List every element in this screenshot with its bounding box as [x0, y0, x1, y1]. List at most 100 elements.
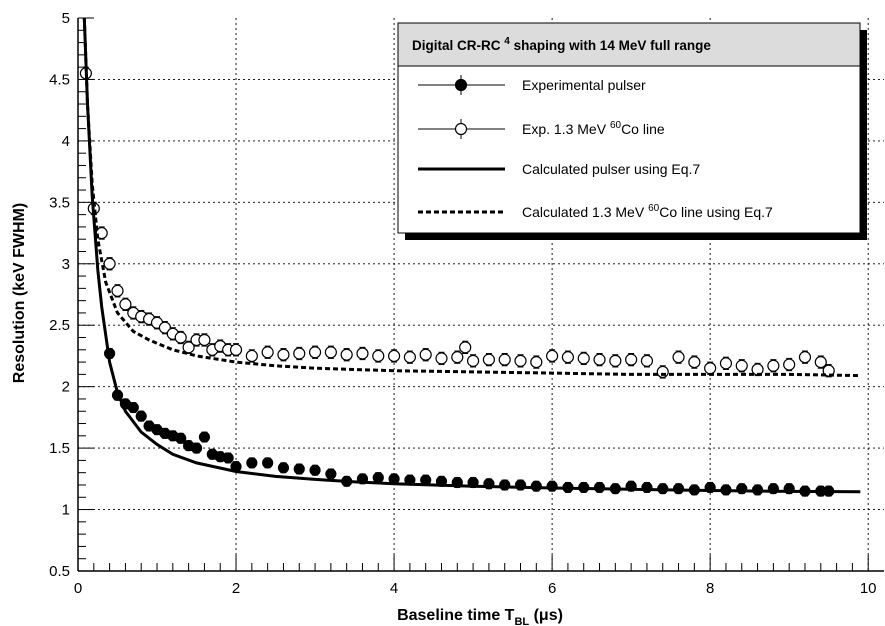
co-line-point — [609, 354, 622, 367]
pulser-point — [246, 457, 258, 469]
legend-entries: Experimental pulser Exp. 1.3 MeV 60Co lin… — [418, 75, 773, 220]
co-line-point — [356, 347, 369, 360]
pulser-point — [135, 410, 147, 422]
co-line-point — [561, 351, 575, 364]
y-tick-label: 2 — [62, 379, 70, 396]
legend: Digital CR-RC 4 shaping with 14 MeV full… — [397, 22, 867, 240]
co-line-point — [672, 351, 685, 364]
y-tick-label: 0.5 — [49, 563, 70, 580]
legend-label-sup: 60 — [648, 203, 660, 214]
pulser-point — [546, 480, 558, 492]
legend-label-text: Calculated pulser using Eq.7 — [522, 161, 700, 177]
calculated-pulser-curve — [82, 17, 861, 494]
co-line-point — [593, 353, 606, 366]
y-tick-label: 1 — [62, 502, 70, 519]
legend-label: Calculated pulser using Eq.7 — [522, 161, 700, 177]
x-tick-label: 2 — [232, 580, 240, 597]
y-tick-label: 5 — [62, 10, 70, 27]
co-line-point — [735, 359, 748, 372]
co-line-point — [419, 348, 432, 361]
co-line-point — [111, 284, 124, 297]
legend-label: Exp. 1.3 MeV 60Co line — [522, 120, 665, 137]
legend-entry-3: Calculated 1.3 MeV 60Co line using Eq.7 — [418, 203, 773, 220]
co-line-point — [340, 348, 353, 361]
series-3 — [82, 17, 861, 378]
legend-title: Digital CR-RC 4 shaping with 14 MeV full… — [412, 36, 711, 53]
co-line-point — [688, 355, 701, 369]
x-tick-label: 6 — [548, 580, 556, 597]
co-line-point — [182, 341, 195, 354]
co-line-point — [625, 353, 638, 366]
pulser-point — [190, 442, 203, 454]
pulser-point — [372, 472, 384, 484]
data-series — [79, 17, 861, 497]
legend-label-text: Co line — [621, 121, 665, 137]
legend-label-text: Co line using Eq.7 — [659, 204, 773, 220]
legend-label: Calculated 1.3 MeV 60Co line using Eq.7 — [522, 203, 773, 220]
co-line-point — [119, 298, 132, 311]
co-line-point — [514, 354, 527, 367]
co-line-point — [459, 341, 472, 354]
y-tick-label: 3.5 — [49, 194, 70, 211]
legend-label-text: Calculated 1.3 MeV — [522, 204, 648, 220]
y-tick-label: 1.5 — [49, 440, 70, 457]
x-tick-label: 10 — [860, 580, 877, 597]
legend-label: Experimental pulser — [522, 77, 646, 93]
legend-entry-0: Experimental pulser — [418, 75, 646, 95]
pulser-point — [325, 468, 337, 480]
co-line-point — [229, 343, 243, 356]
co-line-point — [245, 349, 258, 363]
legend-label-text: Experimental pulser — [522, 77, 646, 93]
pulser-point — [222, 452, 234, 464]
co-line-point — [767, 359, 780, 372]
co-line-point — [482, 353, 496, 366]
x-tick-label: 0 — [74, 580, 82, 597]
co-line-point — [798, 351, 812, 364]
axis-ticks — [77, 17, 869, 572]
legend-marker — [454, 78, 468, 92]
co-line-point — [814, 355, 827, 369]
co-line-point — [435, 352, 448, 365]
co-line-point — [530, 355, 543, 369]
legend-marker — [454, 122, 468, 136]
co-line-point — [498, 353, 511, 366]
co-line-point — [324, 346, 337, 359]
co-line-point — [546, 349, 559, 363]
co-line-point — [466, 354, 480, 367]
co-line-point — [822, 364, 835, 377]
pulser-point — [309, 464, 321, 476]
co-line-point — [372, 349, 385, 363]
x-tick-label: 8 — [706, 580, 714, 597]
pulser-point — [293, 463, 305, 475]
co-line-point — [174, 331, 187, 344]
co-line-point — [577, 352, 590, 365]
co-line-point — [277, 348, 290, 361]
co-line-point — [719, 357, 733, 370]
y-tick-label: 2.5 — [49, 317, 70, 334]
legend-title-bg — [397, 22, 861, 67]
co-line-point — [261, 346, 274, 359]
co-line-point — [387, 349, 401, 363]
y-tick-label: 4.5 — [49, 71, 70, 88]
axes — [77, 18, 884, 572]
y-tick-label: 4 — [62, 133, 70, 150]
co-line-point — [783, 358, 796, 371]
x-tick-label: 4 — [390, 580, 398, 597]
pulser-point — [262, 457, 274, 469]
calculated-co-line-curve — [82, 17, 861, 378]
tick-labels: 0 2 4 6 8 10 0.5 1 1.5 2 2.5 3 3.5 4 4.5 5 — [49, 10, 876, 597]
co-line-point — [640, 354, 654, 367]
legend-label-sup: 60 — [610, 120, 622, 131]
co-line-point — [103, 257, 116, 270]
series-2 — [82, 17, 861, 494]
y-axis-label: Resolution (keV FWHM) — [11, 203, 28, 383]
co-line-point — [198, 333, 211, 347]
co-line-point — [308, 346, 322, 359]
co-line-point — [293, 347, 306, 360]
pulser-point — [175, 432, 187, 444]
series-1 — [79, 66, 835, 379]
co-line-point — [403, 351, 416, 364]
co-line-point — [704, 362, 717, 375]
x-axis-label: Baseline time TBL (μs) — [397, 607, 563, 626]
